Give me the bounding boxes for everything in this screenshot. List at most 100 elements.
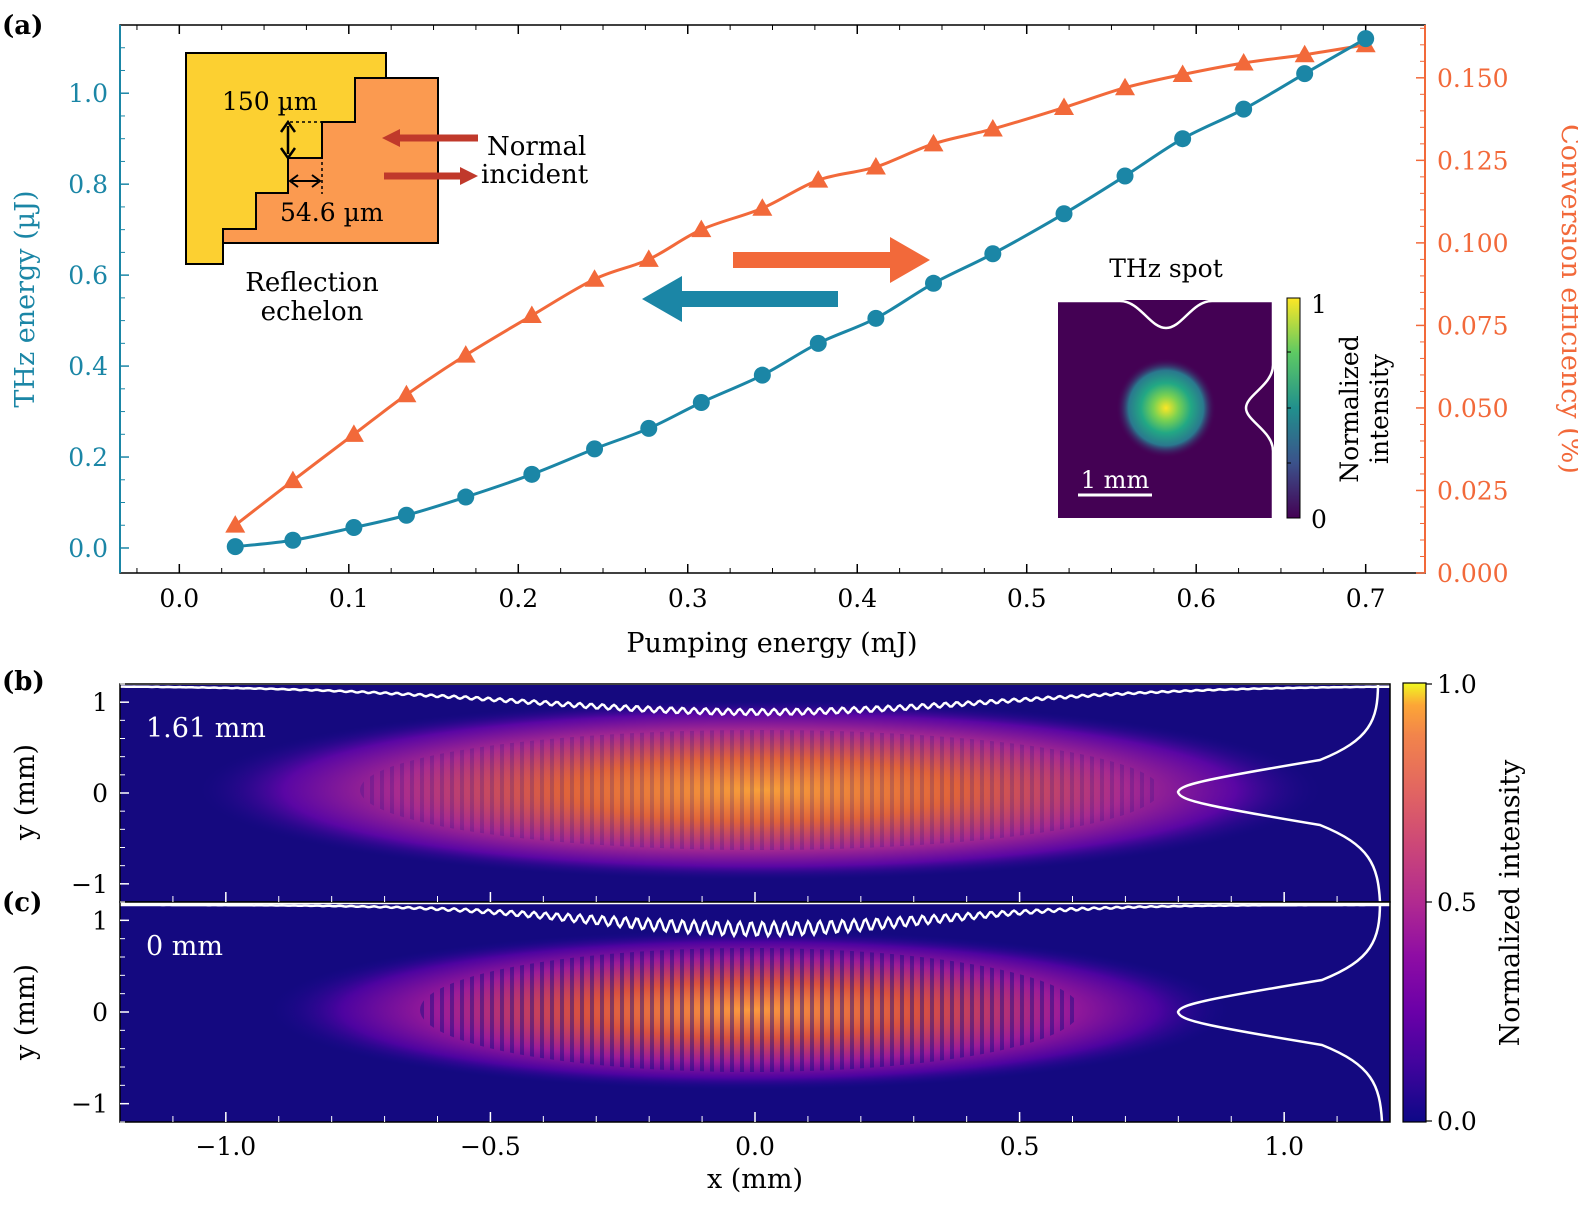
heatmap-x-tick-label: 1.0 <box>1264 1132 1304 1161</box>
efficiency-marker <box>455 345 476 363</box>
echelon-step-label: 150 µm <box>222 87 318 116</box>
y-tick-label: 0.8 <box>68 170 108 199</box>
panel-a: (a) 0.0 0.1 0.2 0.3 0.4 0.5 0.6 0.7 0.0 0.2 0.4 0.… <box>2 11 1578 659</box>
thz-energy-marker <box>1296 65 1314 83</box>
efficiency-marker <box>343 424 364 442</box>
y-tick-label: 0.6 <box>68 261 108 290</box>
efficiency-marker <box>282 470 303 489</box>
incident-label: incident <box>481 160 589 190</box>
thz-energy-marker <box>984 245 1002 263</box>
y-tick-label: 1.0 <box>68 79 108 108</box>
x-tick-label: 0.3 <box>668 584 708 613</box>
thz-energy-marker <box>457 488 475 506</box>
reflected-arrow-head <box>460 167 478 185</box>
efficiency-marker <box>923 133 944 152</box>
y2-tick-label: 0.100 <box>1437 229 1509 258</box>
left-axis-label: THz energy (µJ) <box>10 190 41 407</box>
heatmap-x-tick-label: 0.5 <box>1000 1132 1040 1161</box>
efficiency-marker <box>691 219 712 238</box>
plasma-colorbar-tick-label: 1.0 <box>1437 670 1477 699</box>
y-tick-label: 0.2 <box>68 443 108 472</box>
thz-spot-scalebar-label: 1 mm <box>1081 466 1150 494</box>
heatmap-x-tick-label: −0.5 <box>460 1132 521 1161</box>
thz-energy-marker <box>1235 100 1253 118</box>
right-axis-label: Conversion efficiency (%) <box>1555 124 1578 474</box>
echelon-caption-line2: echelon <box>261 297 364 327</box>
x-axis-label: Pumping energy (mJ) <box>626 628 917 659</box>
y2-tick-label: 0.000 <box>1437 559 1509 588</box>
panel-c-fringes <box>420 948 1080 1072</box>
panel-b: (b) 1.61 mm y (mm) 1 0 −1 <box>2 667 1391 903</box>
x-tick-label: 0.5 <box>1007 584 1047 613</box>
plasma-colorbar-tick-label: 0.5 <box>1437 888 1477 917</box>
thz-energy-marker <box>226 538 244 556</box>
panel-b-annotation: 1.61 mm <box>146 713 266 744</box>
efficiency-marker <box>1233 52 1254 71</box>
thz-colorbar-max: 1 <box>1311 290 1327 319</box>
panel-label-a: (a) <box>2 11 43 41</box>
thz-energy-marker <box>284 531 302 549</box>
normal-label: Normal <box>487 132 586 162</box>
heatmap-x-tick-label: −1.0 <box>195 1132 256 1161</box>
series-conversion-efficiency <box>225 34 1376 533</box>
heatmap-y-tick-label: 1 <box>92 906 108 935</box>
thz-energy-marker <box>523 465 541 483</box>
thz-colorbar-min: 0 <box>1311 505 1327 534</box>
y2-tick-label: 0.025 <box>1437 476 1509 505</box>
y-tick-label: 0.0 <box>68 534 108 563</box>
efficiency-marker <box>1172 64 1193 83</box>
efficiency-marker <box>1054 97 1075 116</box>
panel-c-ylabel: y (mm) <box>10 964 41 1061</box>
thz-energy-marker <box>1174 130 1192 148</box>
heatmap-y-tick-label: 1 <box>92 688 108 717</box>
efficiency-marker <box>752 198 773 216</box>
echelon-right-block <box>222 77 439 244</box>
heatmap-y-tick-label: 0 <box>92 998 108 1027</box>
arrow-left-thz <box>642 276 838 322</box>
y2-tick-label: 0.125 <box>1437 146 1509 175</box>
thz-energy-marker <box>692 393 710 411</box>
panel-b-fringes <box>360 730 1160 850</box>
thz-energy-marker <box>1357 30 1375 48</box>
thz-spot-blob <box>1116 358 1216 458</box>
thz-energy-marker <box>640 419 658 437</box>
efficiency-marker <box>982 118 1003 137</box>
echelon-width-label: 54.6 µm <box>280 198 384 227</box>
heatmap-x-tick-label: 0.0 <box>735 1132 775 1161</box>
thz-spot-profile-y <box>1244 300 1274 518</box>
thz-spot-title: THz spot <box>1109 254 1223 283</box>
echelon-caption-line1: Reflection <box>245 268 379 298</box>
x-tick-label: 0.2 <box>498 584 538 613</box>
incident-arrow-head <box>382 129 400 147</box>
x-tick-label: 0.6 <box>1176 584 1216 613</box>
y2-tick-label: 0.075 <box>1437 311 1509 340</box>
panel-b-x-profile <box>120 685 1390 717</box>
echelon-inset: 150 µm 54.6 µm Normal incident Reflectio… <box>185 52 589 327</box>
thz-energy-marker <box>867 309 885 327</box>
y2-tick-label: 0.050 <box>1437 394 1509 423</box>
panel-c-annotation: 0 mm <box>146 931 223 962</box>
plasma-colorbar-label: Normalized intensity <box>1495 759 1526 1046</box>
y-tick-label: 0.4 <box>68 352 108 381</box>
efficiency-marker <box>396 384 417 403</box>
series-thz-energy <box>226 30 1375 556</box>
echelon-width-arrowhead-left <box>288 174 299 188</box>
y2-tick-label: 0.150 <box>1437 64 1509 93</box>
x-tick-label: 0.1 <box>329 584 369 613</box>
panel-b-y-profile <box>1176 684 1382 902</box>
plasma-colorbar-tick-label: 0.0 <box>1437 1107 1477 1136</box>
thz-energy-marker <box>397 506 415 524</box>
x-tick-label: 0.4 <box>837 584 877 613</box>
panel-label-c: (c) <box>2 888 42 918</box>
efficiency-marker <box>521 305 542 324</box>
arrow-right-efficiency <box>733 237 930 283</box>
echelon-width-arrowhead-right <box>311 174 322 188</box>
thz-spot-profile-x <box>1058 300 1274 330</box>
echelon-step-arrowhead-down <box>279 147 297 161</box>
panel-c: (c) 0 mm y (mm) x (mm) 1 0 −1 −1.0 −0.5 0.0 0… <box>2 888 1391 1195</box>
thz-energy-marker <box>586 440 604 458</box>
thz-energy-marker <box>925 274 943 292</box>
thz-energy-marker <box>345 519 363 537</box>
x-tick-label: 0.7 <box>1346 584 1386 613</box>
plasma-colorbar-bar <box>1402 682 1427 1123</box>
